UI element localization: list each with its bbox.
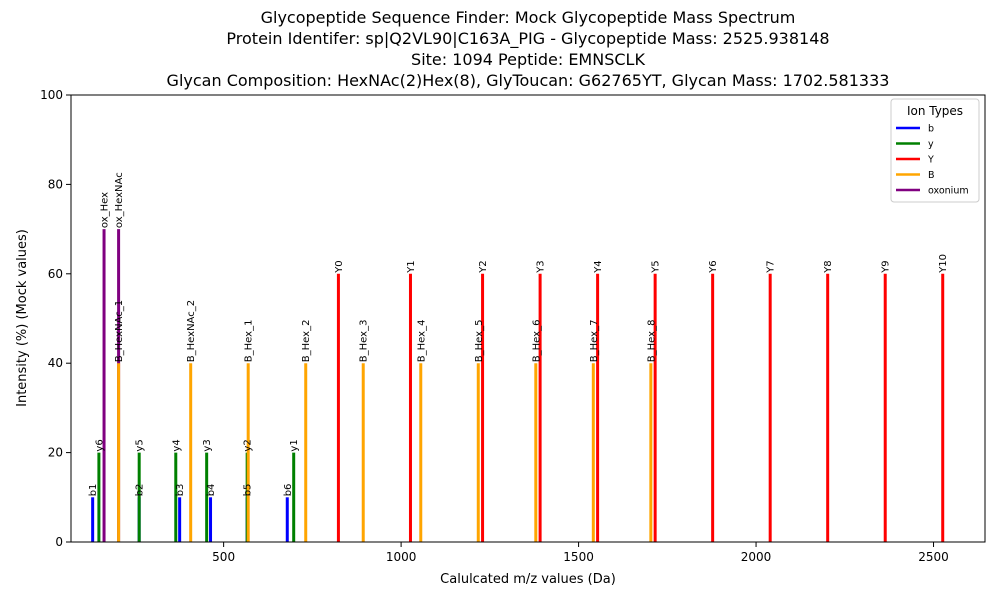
- legend-title: Ion Types: [907, 104, 963, 118]
- peak-labels: b1 b2 b3 b4 b5 b6 y1 y2 y3 y4 y5 y6 ox_Hex ox_HexNAc B…: [88, 172, 949, 496]
- peak-label-b6: b6: [283, 484, 294, 497]
- x-tick-label: 1500: [563, 550, 594, 564]
- peak-label-y2: y2: [243, 439, 254, 451]
- peak-label-b4: b4: [206, 484, 217, 497]
- plot-area-frame: [70, 94, 986, 543]
- peak-label-b5: b5: [243, 484, 254, 497]
- peak-label-b-hex-3: B_Hex_3: [359, 320, 370, 363]
- peak-label-y3: y3: [202, 439, 213, 451]
- title-line-2: Protein Identifer: sp|Q2VL90|C163A_PIG -…: [226, 29, 829, 49]
- peak-label-b-hex-2: B_Hex_2: [301, 320, 312, 363]
- peak-label-b-hex-8: B_Hex_8: [646, 320, 657, 363]
- peak-label-b3: b3: [175, 484, 186, 497]
- x-axis-label: Calulcated m/z values (Da): [440, 572, 616, 587]
- x-tick-label: 2500: [918, 550, 949, 564]
- y-tick-label: 80: [48, 177, 63, 191]
- peak-label-y10: Y10: [938, 254, 949, 274]
- x-tick-label: 1000: [386, 550, 417, 564]
- title-line-3: Site: 1094 Peptide: EMNSCLK: [411, 50, 645, 69]
- y-axis-ticks: 0 20 40 60 80 100: [40, 88, 71, 549]
- y-tick-label: 0: [55, 535, 63, 549]
- peak-label-b-hexnac-1: B_HexNAc_1: [114, 300, 125, 362]
- x-tick-label: 2000: [741, 550, 772, 564]
- legend-label-y: y: [928, 139, 934, 150]
- peak-label-b-hex-6: B_Hex_6: [531, 320, 542, 363]
- legend-label-B: B: [928, 170, 935, 181]
- peak-label-y1: Y1: [406, 260, 417, 273]
- peak-label-y9: Y9: [881, 260, 892, 273]
- peak-label-b-hex-1: B_Hex_1: [244, 320, 255, 363]
- y-tick-label: 100: [40, 88, 63, 102]
- peak-label-y6: y6: [94, 439, 105, 451]
- legend-box: [890, 98, 980, 203]
- peak-label-y5: Y5: [651, 260, 662, 273]
- y-axis-label: Intensity (%) (Mock values): [15, 229, 30, 407]
- peak-label-y4: y4: [171, 439, 182, 451]
- y-tick-label: 40: [48, 356, 63, 370]
- peak-label-y0: Y0: [334, 260, 345, 273]
- peak-label-y2: Y2: [478, 260, 489, 273]
- x-axis-ticks: 500 1000 1500 2000 2500: [212, 542, 949, 564]
- peak-label-y6: Y6: [708, 260, 719, 273]
- y-tick-label: 60: [48, 267, 63, 281]
- peak-label-b2: b2: [135, 484, 146, 497]
- peak-label-y1: y1: [289, 439, 300, 451]
- peak-label-b-hex-7: B_Hex_7: [589, 320, 600, 363]
- y-tick-label: 20: [48, 446, 63, 460]
- peak-label-b-hexnac-2: B_HexNAc_2: [186, 300, 197, 362]
- title-line-1: Glycopeptide Sequence Finder: Mock Glyco…: [261, 8, 796, 27]
- legend-label-b: b: [928, 124, 934, 135]
- title-line-4: Glycan Composition: HexNAc(2)Hex(8), Gly…: [167, 71, 890, 90]
- peak-label-b-hex-5: B_Hex_5: [474, 320, 485, 363]
- peak-label-y4: Y4: [593, 260, 604, 273]
- peak-bars: [91, 229, 945, 542]
- legend-label-Y: Y: [927, 155, 934, 166]
- peak-label-ox-hexnac: ox_HexNAc: [114, 172, 125, 228]
- peak-label-ox-hex: ox_Hex: [100, 192, 111, 228]
- peak-label-y5: y5: [135, 439, 146, 451]
- peak-label-b1: b1: [88, 484, 99, 497]
- peak-label-b-hex-4: B_Hex_4: [416, 320, 427, 363]
- peak-label-y8: Y8: [823, 260, 834, 273]
- x-tick-label: 500: [212, 550, 235, 564]
- chart-title: Glycopeptide Sequence Finder: Mock Glyco…: [167, 8, 890, 90]
- peak-label-y3: Y3: [536, 260, 547, 273]
- legend-label-oxonium: oxonium: [928, 186, 969, 197]
- peak-label-y7: Y7: [766, 260, 777, 273]
